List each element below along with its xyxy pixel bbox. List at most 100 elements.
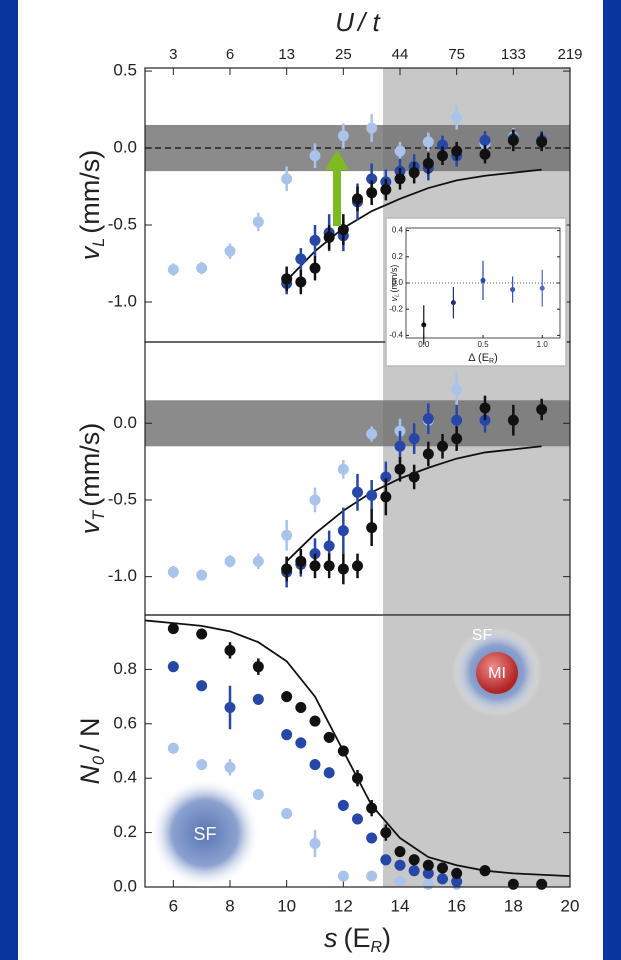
data-point: [408, 433, 420, 445]
y-tick-label: -0.2: [389, 304, 403, 313]
data-point: [252, 693, 264, 705]
data-point: [422, 136, 434, 148]
data-point: [366, 802, 378, 814]
data-point: [196, 569, 208, 581]
x-label-close: ): [382, 923, 391, 953]
y-label-unit: (mm/s): [389, 265, 399, 293]
data-point: [366, 187, 378, 199]
data-point: [309, 759, 321, 771]
data-point: [295, 737, 307, 749]
data-point: [309, 150, 321, 162]
data-point: [366, 122, 378, 134]
x-tick-label: 0.0: [418, 340, 430, 349]
x2-label-symbol: U: [335, 7, 354, 37]
data-point: [422, 867, 434, 879]
data-point: [539, 285, 545, 291]
data-point: [224, 555, 236, 567]
data-point: [337, 525, 349, 537]
data-point: [380, 471, 392, 483]
y-tick-label: 0.6: [113, 713, 137, 732]
data-point: [394, 440, 406, 452]
x-tick-label: 6: [169, 896, 178, 915]
x-tick-label: 1.0: [537, 340, 549, 349]
x2-tick-label: 133: [501, 46, 526, 63]
data-point: [380, 184, 392, 196]
annotation: MI: [488, 665, 506, 682]
y-tick-label: 0.8: [113, 659, 137, 678]
data-point: [167, 264, 179, 276]
y-label-symbol: v: [75, 245, 105, 260]
data-point: [295, 276, 307, 288]
data-point: [366, 522, 378, 534]
data-point: [479, 134, 491, 146]
data-point: [352, 560, 363, 572]
data-point: [451, 876, 463, 888]
data-point: [366, 428, 378, 440]
data-point: [196, 628, 208, 640]
data-point: [408, 854, 420, 866]
data-point: [167, 623, 179, 635]
data-point: [281, 529, 293, 541]
data-point: [295, 701, 307, 713]
x2-tick-label: 25: [335, 46, 352, 63]
data-point: [196, 262, 208, 274]
data-point: [309, 494, 321, 506]
data-point: [380, 854, 392, 866]
data-point: [408, 865, 420, 877]
data-point: [366, 489, 378, 501]
data-point: [437, 440, 448, 452]
annotation: SF: [472, 627, 493, 644]
y-tick-label: 0.5: [113, 61, 137, 80]
data-point: [451, 433, 463, 445]
y-tick-label: 0.4: [113, 768, 137, 787]
data-point: [323, 231, 335, 243]
x-tick-label: 10: [277, 896, 296, 915]
x2-tick-label: 3: [169, 46, 177, 63]
y-label-unit: (mm/s): [75, 423, 105, 507]
data-point: [394, 463, 406, 475]
data-point: [394, 859, 406, 871]
data-point: [167, 566, 179, 578]
data-point: [352, 486, 363, 498]
uncertainty-band: [145, 400, 570, 447]
y-label-symbol: v: [75, 519, 105, 534]
data-point: [480, 277, 486, 283]
sf-cloud: [150, 778, 260, 888]
data-point: [437, 139, 448, 151]
y-label-symbol: N: [75, 765, 105, 785]
data-point: [323, 560, 335, 572]
data-point: [380, 827, 392, 839]
data-point: [224, 245, 236, 257]
x-label-symbol: s: [324, 923, 338, 953]
data-point: [352, 813, 363, 825]
data-point: [451, 414, 463, 426]
x-tick-label: 0.5: [477, 340, 489, 349]
x-axis-label: Δ (ER): [468, 352, 498, 365]
data-point: [352, 772, 363, 784]
data-point: [224, 701, 236, 713]
data-point: [507, 134, 519, 146]
y-label-unit: / N: [75, 717, 105, 752]
y-tick-label: -0.5: [108, 489, 137, 508]
data-point: [394, 173, 406, 185]
data-point: [366, 173, 378, 185]
data-point: [281, 173, 293, 185]
x2-tick-label: 13: [278, 46, 295, 63]
x-tick-label: 8: [225, 896, 234, 915]
axes-frame: [405, 227, 561, 339]
x2-tick-label: 6: [226, 46, 234, 63]
data-point: [252, 216, 264, 228]
data-point: [309, 262, 321, 274]
data-point: [450, 300, 456, 306]
data-point: [252, 789, 264, 801]
x2-tick-label: 75: [448, 46, 465, 63]
data-point: [536, 878, 548, 890]
data-point: [196, 759, 208, 771]
inset-background: [385, 217, 567, 367]
data-point: [196, 680, 208, 692]
data-point: [281, 691, 293, 703]
x-tick-label: 12: [334, 896, 353, 915]
y-tick-label: -1.0: [108, 566, 137, 585]
y-tick-label: 0.0: [113, 138, 137, 157]
